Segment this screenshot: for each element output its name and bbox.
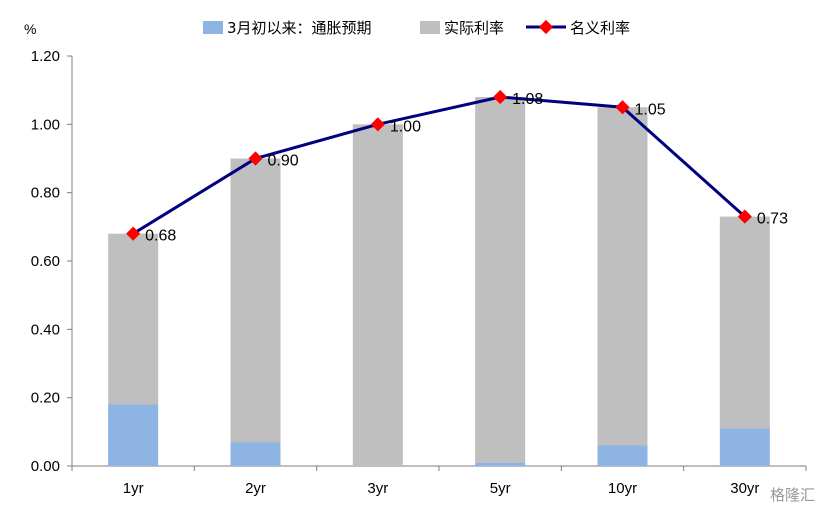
- legend-label-real: 实际利率: [444, 19, 504, 37]
- legend-swatch-inflation: [203, 21, 223, 34]
- nominal-rate-label: 0.73: [757, 211, 788, 228]
- nominal-rate-line: [132, 95, 746, 235]
- nominal-markers: [126, 89, 752, 241]
- x-ticks: 1yr 2yr 3yr 5yr 10yr 30yr: [71, 466, 807, 497]
- bar-inflation: [108, 404, 159, 466]
- bar-real-rate: [108, 233, 159, 405]
- nominal-rate-label: 1.05: [635, 101, 666, 118]
- x-tick-label: 2yr: [245, 480, 266, 497]
- nominal-rate-marker: [493, 89, 508, 105]
- nominal-rate-marker: [737, 209, 752, 224]
- data-labels: 0.68 0.90 1.00 1.08 1.05 0.73: [145, 91, 788, 245]
- x-tick-label: 30yr: [730, 480, 759, 497]
- nominal-rate-marker: [615, 100, 630, 115]
- y-tick-label: 1.00: [31, 116, 60, 133]
- x-tick-label: 3yr: [367, 480, 388, 497]
- y-tick-label: 0.40: [31, 321, 60, 338]
- bar-real-rate: [475, 97, 526, 463]
- x-tick-label: 5yr: [490, 480, 511, 497]
- nominal-rate-label: 0.90: [268, 153, 299, 170]
- bar-inflation: [230, 442, 281, 466]
- y-axis-unit: %: [24, 21, 36, 37]
- bars: [108, 97, 770, 466]
- y-tick-label: 1.20: [31, 48, 60, 65]
- legend-label-nominal: 名义利率: [570, 19, 630, 37]
- legend: 3月初以来：通胀预期 实际利率 名义利率: [203, 19, 630, 37]
- bar-inflation: [597, 445, 648, 466]
- y-tick-label: 0.80: [31, 185, 60, 202]
- nominal-rate-marker: [370, 117, 385, 132]
- bar-inflation: [475, 462, 526, 466]
- y-tick-label: 0.00: [31, 458, 60, 475]
- bar-real-rate: [230, 158, 281, 443]
- y-tick-label: 0.60: [31, 253, 60, 270]
- nominal-rate-marker: [126, 226, 141, 241]
- bar-real-rate: [597, 107, 648, 446]
- legend-marker-nominal: [538, 19, 554, 35]
- y-ticks: 0.00 0.20 0.40 0.60 0.80 1.00 1.20: [31, 48, 72, 475]
- bar-real-rate: [352, 124, 403, 466]
- x-tick-label: 10yr: [608, 480, 637, 497]
- legend-swatch-real: [420, 21, 440, 34]
- y-tick-label: 0.20: [31, 390, 60, 407]
- nominal-rate-label: 0.68: [145, 228, 176, 245]
- bar-inflation: [719, 428, 770, 466]
- x-tick-label: 1yr: [123, 480, 144, 497]
- nominal-rate-marker: [248, 151, 263, 166]
- legend-label-inflation: 3月初以来：通胀预期: [227, 19, 372, 37]
- watermark: 格隆汇: [770, 486, 815, 504]
- bar-real-rate: [719, 216, 770, 429]
- nominal-rate-label: 1.00: [390, 118, 421, 135]
- nominal-line: [132, 95, 746, 235]
- nominal-rate-label: 1.08: [512, 91, 543, 108]
